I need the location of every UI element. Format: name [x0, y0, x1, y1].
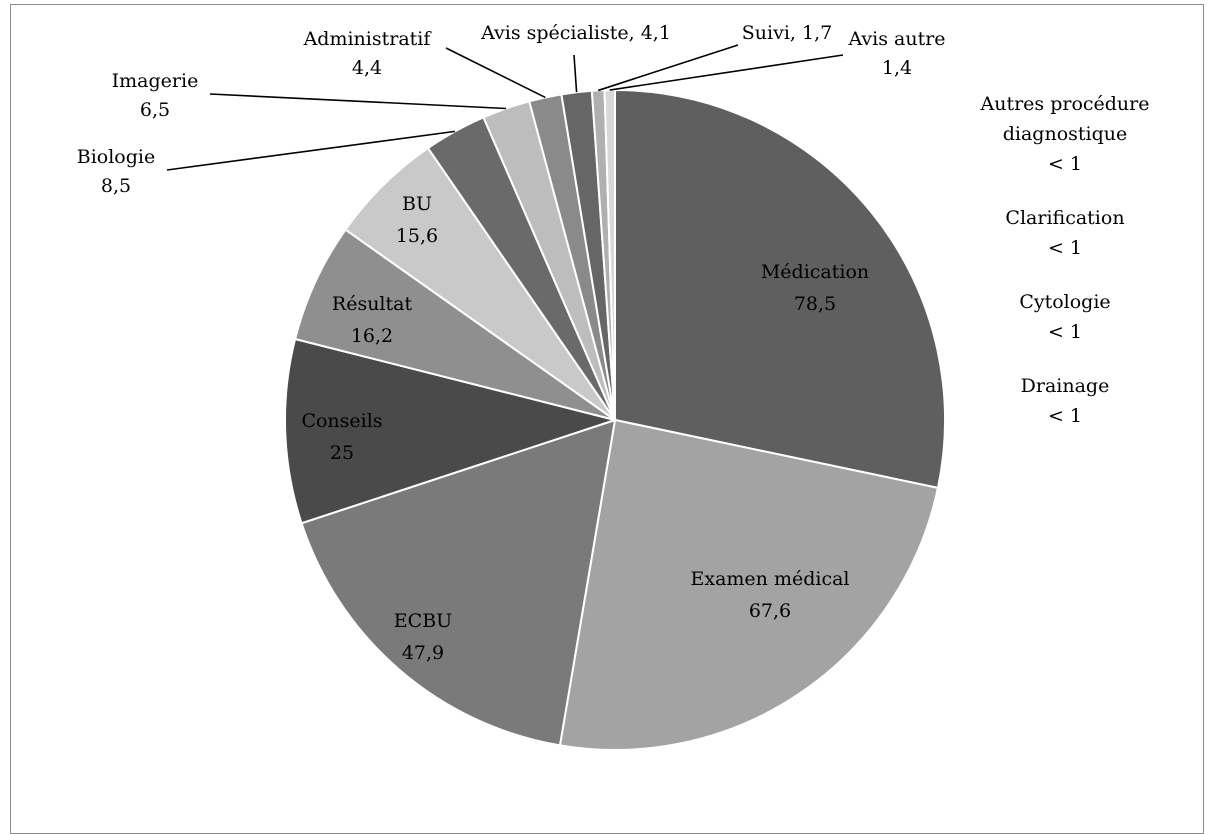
small-entry-label-cytologie: Cytologie: [1019, 291, 1110, 313]
leader-line-suivi: [597, 44, 739, 92]
small-entry-label-drainage: Drainage: [1021, 375, 1110, 397]
slice-value-ecbu: 47,9: [402, 642, 444, 664]
pie-slice-medication: [614, 88, 946, 490]
small-entry-value-autres-procedure: < 1: [1048, 153, 1082, 175]
leader-line-avis-specialiste: [573, 54, 578, 93]
small-entry-value-drainage: < 1: [1048, 405, 1082, 427]
slice-label-ecbu: ECBU: [394, 610, 452, 632]
slice-value-bu: 15,6: [396, 225, 438, 247]
leader-line-imagerie: [209, 93, 507, 110]
pie-slice-conseils: [284, 337, 619, 525]
slice-label-conseils: Conseils: [301, 410, 382, 432]
small-entry-value-clarification: < 1: [1048, 237, 1082, 259]
slice-value-imagerie: 6,5: [140, 99, 170, 121]
slice-value-biologie: 8,5: [101, 175, 131, 197]
pie-slice-ecbu: [300, 418, 617, 747]
slice-label-medication: Médication: [761, 261, 869, 283]
slice-label-resultat: Résultat: [332, 293, 413, 315]
slice-label-examen-medical: Examen médical: [691, 568, 850, 590]
slice-value-avis-autre: 1,4: [882, 57, 912, 79]
slice-label-imagerie: Imagerie: [112, 70, 199, 92]
slice-value-administratif: 4,4: [352, 57, 382, 79]
slice-label-avis-autre: Avis autre: [847, 28, 945, 50]
slice-value-conseils: 25: [330, 442, 354, 464]
small-entry-label-autres-procedure: diagnostique: [1003, 123, 1128, 145]
small-entry-value-cytologie: < 1: [1048, 321, 1082, 343]
leader-line-biologie: [166, 130, 456, 171]
small-entry-label-autres-procedure: Autres procédure: [979, 93, 1149, 115]
slice-label-suivi: Suivi, 1,7: [742, 22, 832, 44]
pie-slice-examen-medical: [558, 418, 940, 751]
small-entry-label-clarification: Clarification: [1005, 207, 1124, 229]
slice-value-medication: 78,5: [794, 293, 836, 315]
slice-value-examen-medical: 67,6: [749, 600, 791, 622]
leader-line-administratif: [445, 47, 546, 99]
slice-label-bu: BU: [402, 193, 432, 215]
slice-label-avis-specialiste: Avis spécialiste, 4,1: [480, 22, 671, 44]
slice-value-resultat: 16,2: [351, 325, 393, 347]
slice-label-administratif: Administratif: [303, 28, 433, 50]
slice-label-biologie: Biologie: [77, 146, 155, 168]
leader-line-avis-autre: [609, 54, 844, 91]
